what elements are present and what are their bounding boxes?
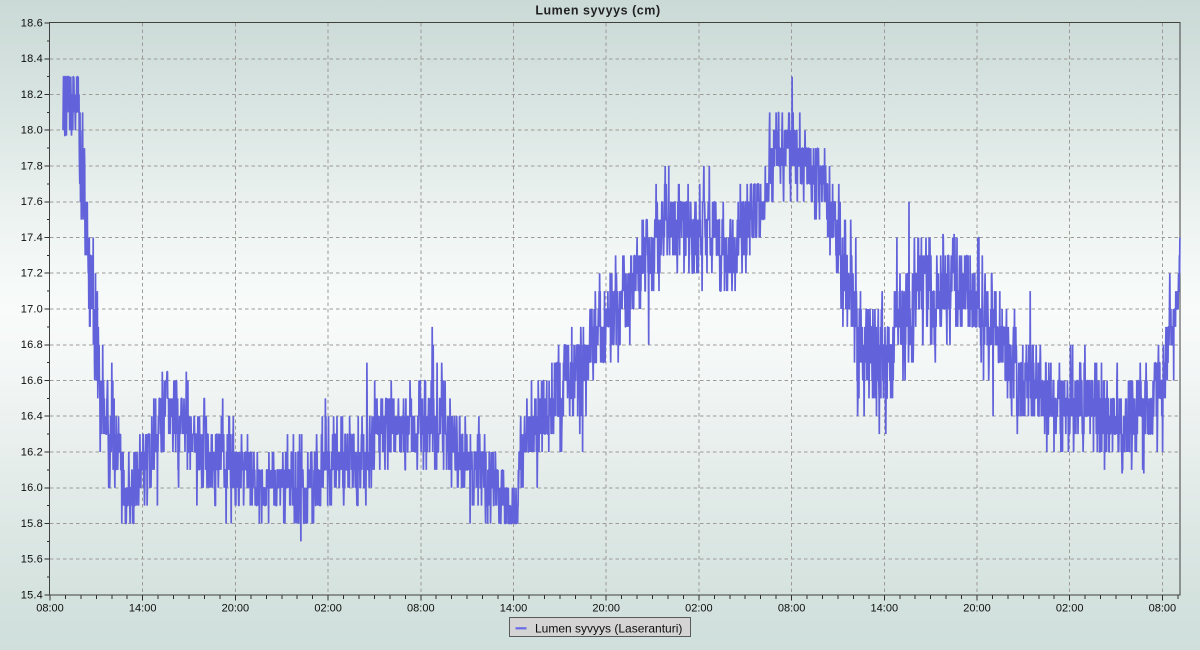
svg-text:20:00: 20:00 bbox=[222, 603, 250, 615]
svg-text:02:00: 02:00 bbox=[685, 603, 713, 615]
svg-text:17.2: 17.2 bbox=[21, 268, 43, 280]
svg-text:17.8: 17.8 bbox=[21, 160, 43, 172]
svg-text:18.6: 18.6 bbox=[21, 17, 43, 29]
svg-text:15.6: 15.6 bbox=[21, 554, 43, 566]
svg-text:08:00: 08:00 bbox=[36, 603, 64, 615]
svg-text:16.2: 16.2 bbox=[21, 446, 43, 458]
svg-text:02:00: 02:00 bbox=[314, 603, 342, 615]
svg-text:17.4: 17.4 bbox=[21, 232, 43, 244]
svg-text:08:00: 08:00 bbox=[1149, 603, 1177, 615]
svg-text:18.4: 18.4 bbox=[21, 53, 43, 65]
svg-text:17.6: 17.6 bbox=[21, 196, 43, 208]
svg-text:18.0: 18.0 bbox=[21, 125, 43, 137]
svg-text:16.4: 16.4 bbox=[21, 411, 43, 423]
svg-text:15.4: 15.4 bbox=[21, 589, 43, 601]
svg-text:08:00: 08:00 bbox=[407, 603, 435, 615]
svg-text:14:00: 14:00 bbox=[500, 603, 528, 615]
svg-text:Lumen syvyys (Laseranturi): Lumen syvyys (Laseranturi) bbox=[535, 621, 682, 635]
svg-text:08:00: 08:00 bbox=[778, 603, 806, 615]
svg-text:02:00: 02:00 bbox=[1056, 603, 1084, 615]
svg-text:20:00: 20:00 bbox=[592, 603, 620, 615]
svg-text:15.8: 15.8 bbox=[21, 518, 43, 530]
svg-text:20:00: 20:00 bbox=[963, 603, 991, 615]
svg-text:16.0: 16.0 bbox=[21, 482, 43, 494]
svg-text:Lumen syvyys (cm): Lumen syvyys (cm) bbox=[535, 3, 660, 17]
svg-text:16.8: 16.8 bbox=[21, 339, 43, 351]
svg-text:14:00: 14:00 bbox=[871, 603, 899, 615]
svg-text:17.0: 17.0 bbox=[21, 303, 43, 315]
svg-text:16.6: 16.6 bbox=[21, 375, 43, 387]
svg-text:14:00: 14:00 bbox=[129, 603, 157, 615]
svg-text:18.2: 18.2 bbox=[21, 89, 43, 101]
